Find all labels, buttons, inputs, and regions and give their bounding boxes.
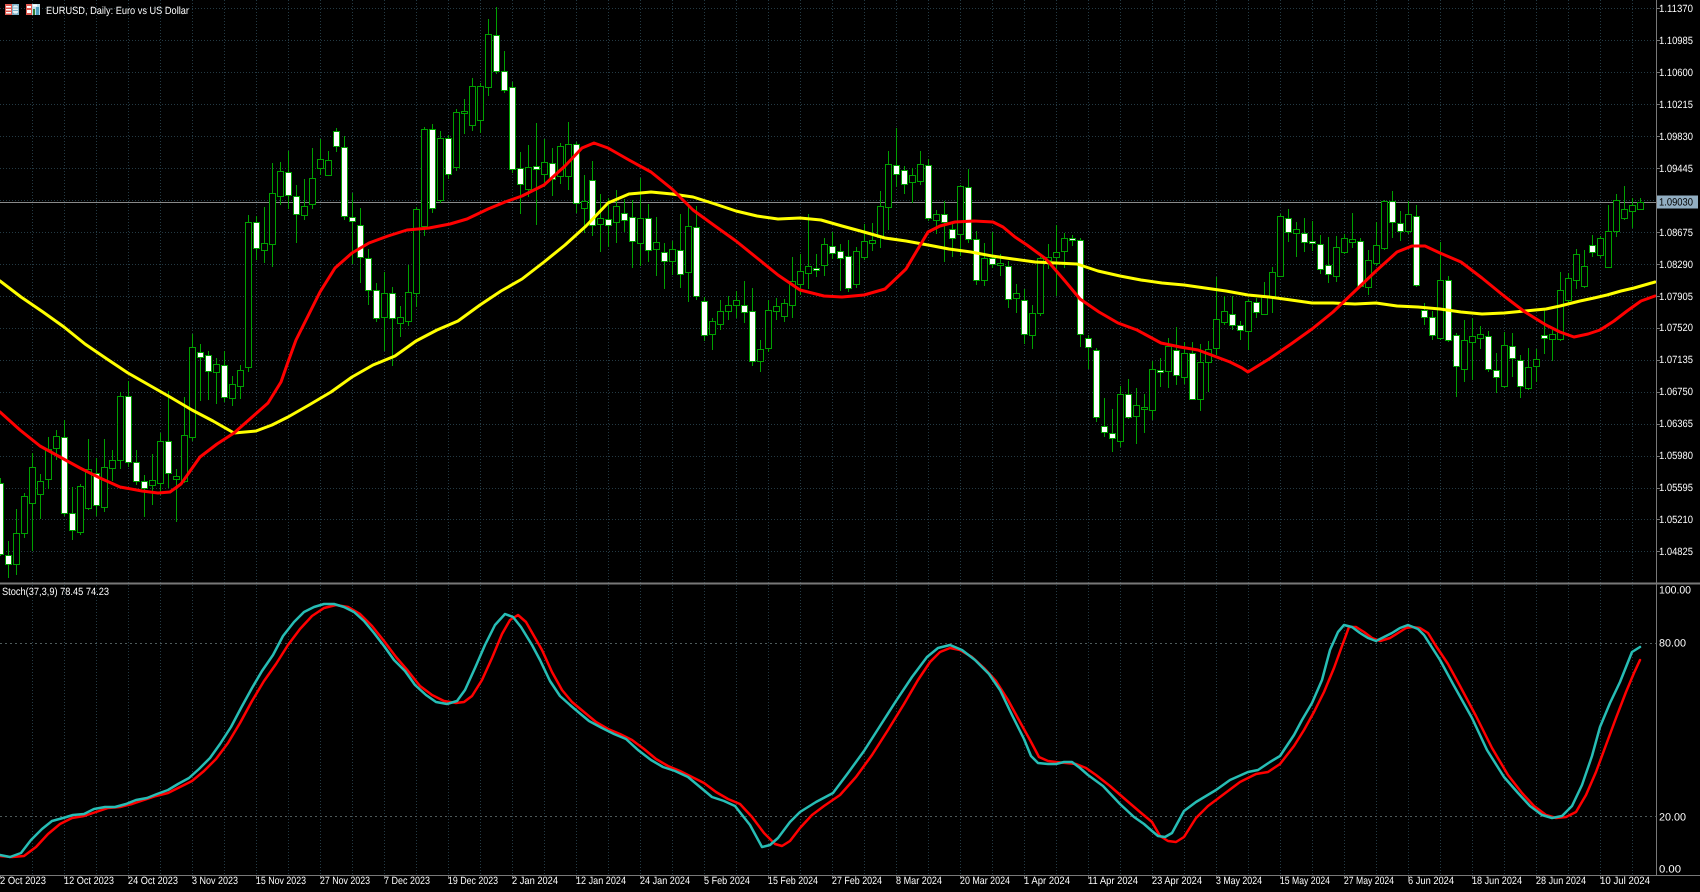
svg-text:27 Feb 2024: 27 Feb 2024 (832, 875, 882, 887)
svg-text:3 Nov 2023: 3 Nov 2023 (192, 875, 238, 887)
svg-text:1.09445: 1.09445 (1659, 163, 1693, 175)
svg-text:1.10985: 1.10985 (1659, 35, 1693, 47)
svg-text:1.07905: 1.07905 (1659, 291, 1693, 303)
svg-text:1.08290: 1.08290 (1659, 259, 1693, 271)
svg-text:27 Nov 2023: 27 Nov 2023 (320, 875, 370, 887)
svg-text:7 Dec 2023: 7 Dec 2023 (384, 875, 430, 887)
svg-text:12 Jan 2024: 12 Jan 2024 (576, 875, 626, 887)
svg-text:15 May 2024: 15 May 2024 (1280, 875, 1330, 887)
svg-text:1.09030: 1.09030 (1659, 197, 1693, 209)
svg-text:1.09830: 1.09830 (1659, 131, 1693, 143)
svg-text:1.07135: 1.07135 (1659, 354, 1693, 366)
svg-text:20 Mar 2024: 20 Mar 2024 (960, 875, 1010, 887)
svg-text:1.10600: 1.10600 (1659, 67, 1693, 79)
svg-text:EURUSD, Daily: Euro vs US Dol: EURUSD, Daily: Euro vs US Dollar (46, 5, 189, 17)
svg-text:100.00: 100.00 (1659, 585, 1691, 597)
svg-text:19 Dec 2023: 19 Dec 2023 (448, 875, 498, 887)
svg-text:1.07520: 1.07520 (1659, 322, 1693, 334)
svg-text:2 Jan 2024: 2 Jan 2024 (512, 875, 558, 887)
svg-text:6 Jun 2024: 6 Jun 2024 (1408, 875, 1454, 887)
svg-text:Stoch(37,3,9) 78.45 74.23: Stoch(37,3,9) 78.45 74.23 (2, 586, 109, 598)
svg-text:1.05980: 1.05980 (1659, 450, 1693, 462)
svg-text:1.10215: 1.10215 (1659, 99, 1693, 111)
svg-text:5 Feb 2024: 5 Feb 2024 (704, 875, 750, 887)
svg-text:10 Jul 2024: 10 Jul 2024 (1600, 875, 1650, 887)
svg-text:1.05210: 1.05210 (1659, 514, 1693, 526)
svg-text:20.00: 20.00 (1659, 812, 1686, 824)
svg-text:15 Feb 2024: 15 Feb 2024 (768, 875, 818, 887)
svg-text:23 Apr 2024: 23 Apr 2024 (1152, 875, 1202, 887)
svg-text:8 Mar 2024: 8 Mar 2024 (896, 875, 942, 887)
svg-text:15 Nov 2023: 15 Nov 2023 (256, 875, 306, 887)
svg-text:12 Oct 2023: 12 Oct 2023 (64, 875, 114, 887)
svg-text:2 Oct 2023: 2 Oct 2023 (0, 875, 46, 887)
svg-text:11 Apr 2024: 11 Apr 2024 (1088, 875, 1138, 887)
svg-text:0.00: 0.00 (1659, 864, 1681, 876)
svg-text:1.11370: 1.11370 (1659, 3, 1693, 15)
svg-text:1.06750: 1.06750 (1659, 386, 1693, 398)
svg-text:24 Jan 2024: 24 Jan 2024 (640, 875, 690, 887)
svg-text:18 Jun 2024: 18 Jun 2024 (1472, 875, 1522, 887)
svg-text:1.05595: 1.05595 (1659, 482, 1693, 494)
svg-text:1.04825: 1.04825 (1659, 546, 1693, 558)
svg-text:1.06365: 1.06365 (1659, 418, 1693, 430)
svg-text:1.08675: 1.08675 (1659, 227, 1693, 239)
svg-text:27 May 2024: 27 May 2024 (1344, 875, 1394, 887)
svg-text:28 Jun 2024: 28 Jun 2024 (1536, 875, 1586, 887)
svg-text:1 Apr 2024: 1 Apr 2024 (1024, 875, 1070, 887)
svg-text:80.00: 80.00 (1659, 638, 1686, 650)
svg-text:3 May 2024: 3 May 2024 (1216, 875, 1262, 887)
svg-text:24 Oct 2023: 24 Oct 2023 (128, 875, 178, 887)
